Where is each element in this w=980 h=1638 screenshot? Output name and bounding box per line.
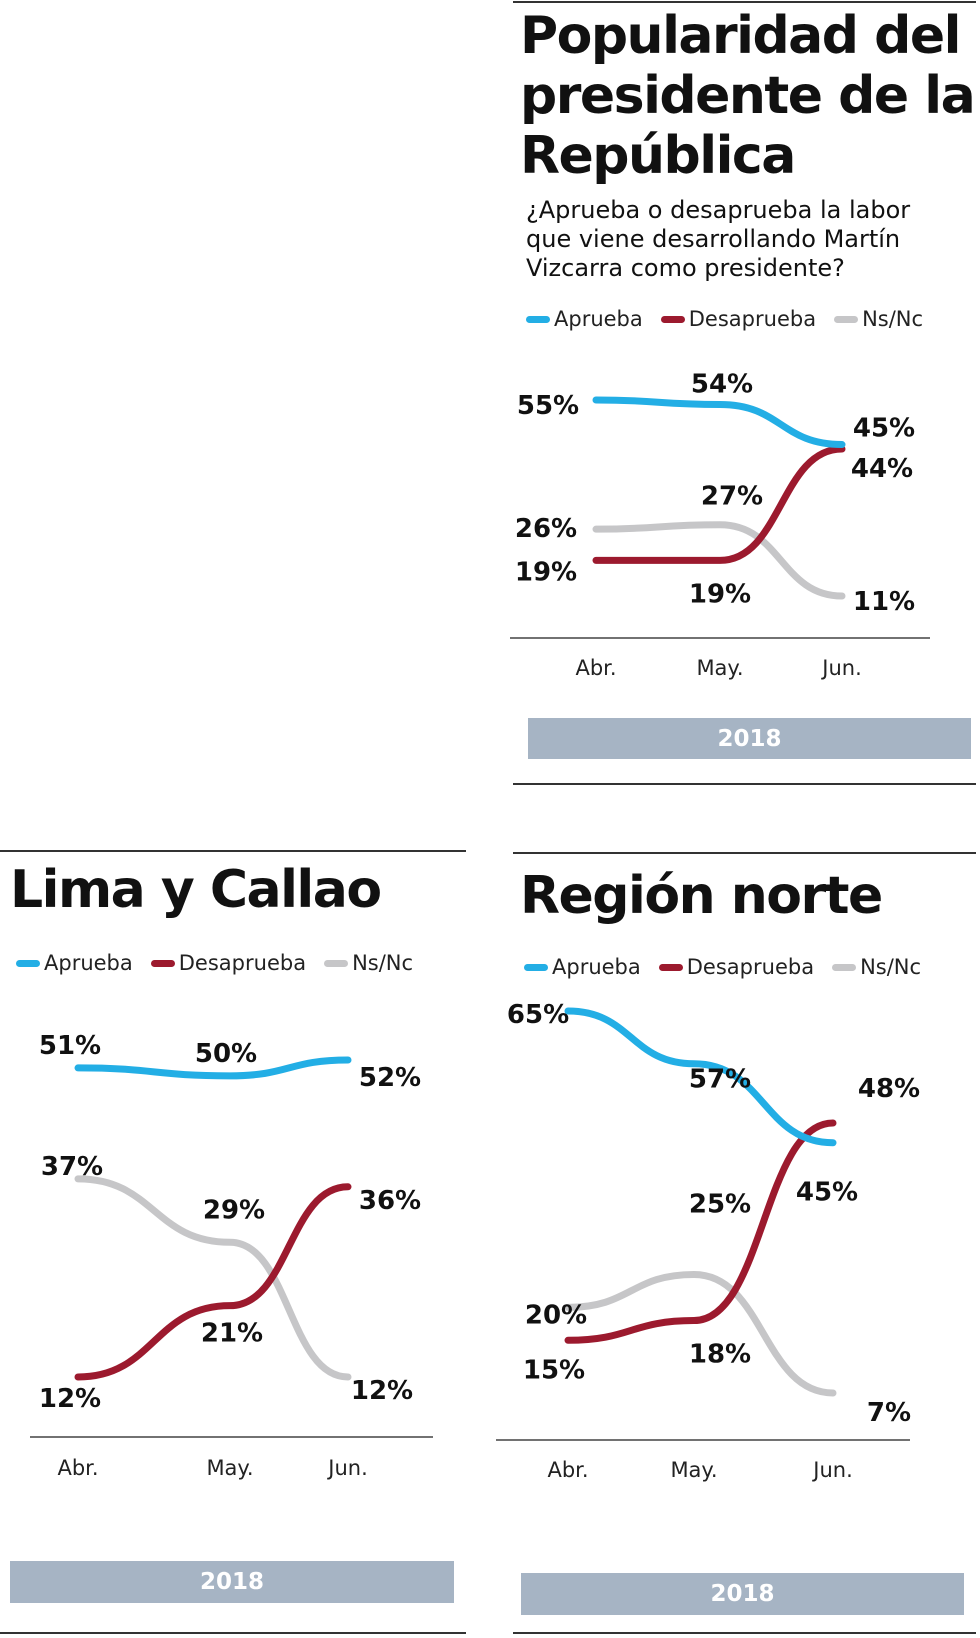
data-label-aprueba: 45% xyxy=(796,1178,858,1208)
legend-swatch-nsnc xyxy=(832,963,857,971)
bottom-rule xyxy=(0,1632,466,1634)
year-bar: 2018 xyxy=(528,718,971,759)
x-tick-label: May. xyxy=(670,1458,717,1482)
data-label-aprueba: 51% xyxy=(39,1031,101,1061)
legend-swatch-desaprueba xyxy=(150,959,175,967)
legend-item-aprueba: Aprueba xyxy=(524,955,641,979)
data-label-desaprueba: 15% xyxy=(523,1355,585,1385)
legend-label: Desaprueba xyxy=(686,955,815,979)
legend-swatch-aprueba xyxy=(16,959,40,967)
data-label-nsnc: 20% xyxy=(525,1300,587,1330)
data-label-nsnc: 27% xyxy=(701,482,763,512)
series-line-nsnc xyxy=(564,1270,837,1397)
data-label-desaprueba: 48% xyxy=(858,1074,920,1104)
legend-label: Ns/Nc xyxy=(352,951,414,975)
legend-item-desaprueba: Desaprueba xyxy=(660,307,817,331)
line-chart-lima-callao: Abr. May. Jun. 51% 50% 52% 12% 21% 36% 37% 29% 12% xyxy=(30,1031,433,1480)
data-label-aprueba: 50% xyxy=(195,1039,257,1069)
data-label-aprueba: 65% xyxy=(507,1000,569,1030)
chart-legend: Aprueba Desaprueba Ns/Nc xyxy=(16,951,413,975)
chart-legend: Aprueba Desaprueba Ns/Nc xyxy=(526,307,923,331)
legend-swatch-nsnc xyxy=(324,959,349,967)
legend-item-aprueba: Aprueba xyxy=(16,951,133,975)
data-label-desaprueba: 18% xyxy=(689,1340,751,1370)
title-line: Lima y Callao xyxy=(10,860,382,920)
data-label-nsnc: 7% xyxy=(867,1398,911,1428)
title-line: República xyxy=(520,126,796,186)
data-label-desaprueba: 36% xyxy=(359,1186,421,1216)
data-label-nsnc: 25% xyxy=(689,1189,751,1219)
series-line-aprueba xyxy=(564,1007,837,1147)
line-chart-region-norte: Abr. May. Jun. 65% 57% 45% 15% 18% 48% 20% 25% 7% xyxy=(496,1000,920,1482)
series-line-desaprueba xyxy=(564,1119,837,1344)
chart-legend: Aprueba Desaprueba Ns/Nc xyxy=(524,955,921,979)
series-line-nsnc xyxy=(592,521,846,600)
legend-label: Desaprueba xyxy=(688,307,817,331)
legend-swatch-desaprueba xyxy=(658,963,683,971)
legend-label: Desaprueba xyxy=(178,951,307,975)
subtitle-line: Vizcarra como presidente? xyxy=(526,254,845,282)
legend-item-desaprueba: Desaprueba xyxy=(150,951,307,975)
data-label-aprueba: 52% xyxy=(359,1063,421,1093)
panel-title: Popularidad del presidente de la Repúbli… xyxy=(520,6,976,186)
series-line-nsnc xyxy=(74,1175,352,1381)
data-label-nsnc: 26% xyxy=(515,514,577,544)
data-label-desaprueba: 19% xyxy=(515,557,577,587)
data-label-nsnc: 37% xyxy=(41,1152,103,1182)
bottom-rule xyxy=(513,1632,976,1634)
title-line: Región norte xyxy=(520,866,883,926)
data-label-aprueba: 45% xyxy=(853,414,915,444)
top-rule xyxy=(513,852,976,854)
subtitle-line: que viene desarrollando Martín xyxy=(526,225,901,253)
legend-swatch-desaprueba xyxy=(660,315,685,323)
bottom-rule xyxy=(513,783,976,785)
x-tick-label: Abr. xyxy=(575,656,616,680)
legend-swatch-aprueba xyxy=(524,963,548,971)
panel-title: Lima y Callao xyxy=(10,858,382,922)
legend-swatch-aprueba xyxy=(526,315,550,323)
x-tick-label: Jun. xyxy=(820,656,862,680)
legend-label: Ns/Nc xyxy=(860,955,922,979)
series-line-desaprueba xyxy=(74,1183,352,1381)
legend-item-nsnc: Ns/Nc xyxy=(324,951,413,975)
legend-item-nsnc: Ns/Nc xyxy=(832,955,921,979)
line-chart-popularidad: Abr. May. Jun. 55% 54% 45% 19% 19% 44% 26% 27% 11% xyxy=(510,369,930,680)
x-tick-label: May. xyxy=(206,1456,253,1480)
legend-label: Ns/Nc xyxy=(862,307,924,331)
top-rule xyxy=(513,1,976,3)
legend-item-aprueba: Aprueba xyxy=(526,307,643,331)
legend-label: Aprueba xyxy=(552,955,641,979)
legend-swatch-nsnc xyxy=(834,315,859,323)
data-label-desaprueba: 21% xyxy=(201,1319,263,1349)
year-bar: 2018 xyxy=(10,1561,454,1603)
legend-label: Aprueba xyxy=(44,951,133,975)
legend-label: Aprueba xyxy=(554,307,643,331)
top-rule xyxy=(0,850,466,852)
chart-subtitle: ¿Aprueba o desaprueba la labor que viene… xyxy=(526,196,910,283)
series-line-desaprueba xyxy=(592,445,846,564)
x-tick-label: Abr. xyxy=(57,1456,98,1480)
data-label-aprueba: 54% xyxy=(691,369,753,399)
x-tick-label: May. xyxy=(696,656,743,680)
series-line-aprueba xyxy=(592,396,846,449)
data-label-desaprueba: 19% xyxy=(689,579,751,609)
legend-item-nsnc: Ns/Nc xyxy=(834,307,923,331)
series-line-aprueba xyxy=(74,1056,352,1080)
data-label-aprueba: 55% xyxy=(517,391,579,421)
x-tick-label: Abr. xyxy=(547,1458,588,1482)
title-line: presidente de la xyxy=(520,66,976,126)
data-label-nsnc: 29% xyxy=(203,1195,265,1225)
x-tick-label: Jun. xyxy=(811,1458,853,1482)
subtitle-line: ¿Aprueba o desaprueba la labor xyxy=(526,196,911,224)
legend-item-desaprueba: Desaprueba xyxy=(658,955,815,979)
x-tick-label: Jun. xyxy=(326,1456,368,1480)
data-label-aprueba: 57% xyxy=(689,1065,751,1095)
title-line: Popularidad del xyxy=(520,6,961,66)
data-label-nsnc: 12% xyxy=(351,1376,413,1406)
data-label-desaprueba: 44% xyxy=(851,454,913,484)
data-label-nsnc: 11% xyxy=(853,587,915,617)
panel-title: Región norte xyxy=(520,864,883,928)
year-bar: 2018 xyxy=(521,1573,964,1615)
data-label-desaprueba: 12% xyxy=(39,1384,101,1414)
